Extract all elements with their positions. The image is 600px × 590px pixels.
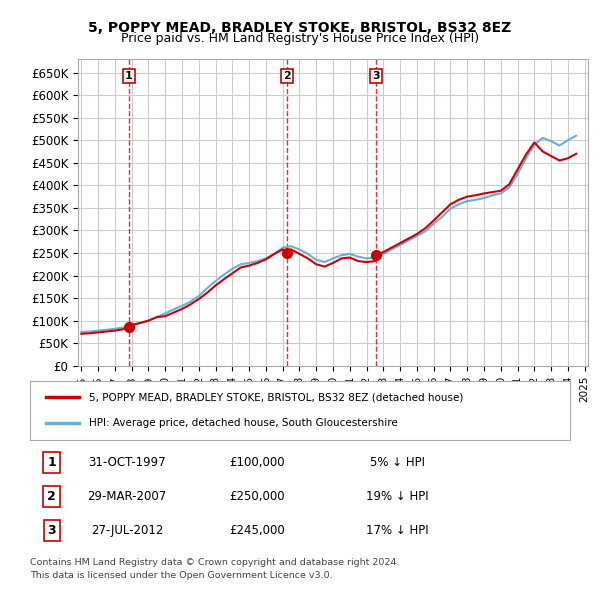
Text: 1: 1 <box>125 71 133 81</box>
Text: 3: 3 <box>47 524 56 537</box>
Text: 19% ↓ HPI: 19% ↓ HPI <box>366 490 428 503</box>
Text: 1: 1 <box>47 455 56 469</box>
Text: 3: 3 <box>373 71 380 81</box>
Text: 17% ↓ HPI: 17% ↓ HPI <box>366 524 428 537</box>
Text: 2: 2 <box>47 490 56 503</box>
Text: 5, POPPY MEAD, BRADLEY STOKE, BRISTOL, BS32 8EZ: 5, POPPY MEAD, BRADLEY STOKE, BRISTOL, B… <box>88 21 512 35</box>
Text: Contains HM Land Registry data © Crown copyright and database right 2024.: Contains HM Land Registry data © Crown c… <box>30 558 400 566</box>
Text: 27-JUL-2012: 27-JUL-2012 <box>91 524 163 537</box>
Text: 2: 2 <box>283 71 290 81</box>
Text: £250,000: £250,000 <box>229 490 284 503</box>
Text: Price paid vs. HM Land Registry's House Price Index (HPI): Price paid vs. HM Land Registry's House … <box>121 32 479 45</box>
Text: This data is licensed under the Open Government Licence v3.0.: This data is licensed under the Open Gov… <box>30 571 332 580</box>
Text: 31-OCT-1997: 31-OCT-1997 <box>88 455 166 469</box>
Text: 29-MAR-2007: 29-MAR-2007 <box>88 490 167 503</box>
Text: £245,000: £245,000 <box>229 524 284 537</box>
Text: HPI: Average price, detached house, South Gloucestershire: HPI: Average price, detached house, Sout… <box>89 418 398 428</box>
Text: 5% ↓ HPI: 5% ↓ HPI <box>370 455 425 469</box>
Text: £100,000: £100,000 <box>229 455 284 469</box>
Text: 5, POPPY MEAD, BRADLEY STOKE, BRISTOL, BS32 8EZ (detached house): 5, POPPY MEAD, BRADLEY STOKE, BRISTOL, B… <box>89 392 464 402</box>
